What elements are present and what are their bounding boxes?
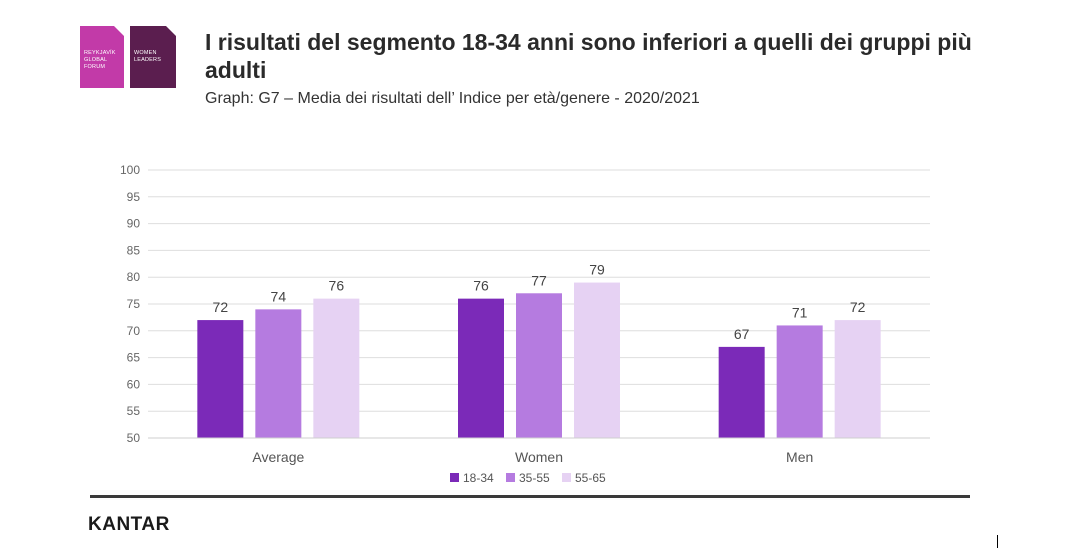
text-cursor: [997, 535, 998, 548]
y-tick-label: 95: [127, 190, 141, 204]
footer-divider: [90, 495, 970, 498]
legend-swatch: [450, 473, 459, 482]
x-tick-label: Men: [786, 449, 813, 465]
reykjavik-global-forum-logo: REYKJAVÍK GLOBAL FORUM: [80, 26, 124, 88]
data-label: 72: [213, 299, 229, 315]
x-tick-label: Average: [252, 449, 304, 465]
y-tick-label: 85: [127, 243, 141, 257]
y-tick-label: 100: [120, 163, 140, 177]
legend-swatch: [506, 473, 515, 482]
bar: [718, 346, 765, 438]
legend-label: 35-55: [519, 471, 550, 485]
data-label: 76: [329, 278, 345, 294]
legend-label: 18-34: [463, 471, 494, 485]
forum-logo: REYKJAVÍK GLOBAL FORUM WOMEN LEADERS: [80, 26, 176, 90]
y-tick-label: 90: [127, 217, 141, 231]
data-label: 74: [271, 288, 287, 304]
y-tick-label: 75: [127, 297, 141, 311]
data-label: 77: [531, 272, 547, 288]
data-label: 76: [473, 278, 489, 294]
legend-swatch: [562, 473, 571, 482]
y-tick-label: 60: [127, 377, 141, 391]
page-title: I risultati del segmento 18-34 anni sono…: [205, 29, 972, 83]
data-label: 71: [792, 304, 808, 320]
logo-right-text: WOMEN LEADERS: [134, 50, 162, 63]
y-tick-label: 50: [127, 431, 141, 445]
y-tick-label: 70: [127, 324, 141, 338]
women-leaders-logo: WOMEN LEADERS: [130, 26, 176, 88]
y-tick-label: 65: [127, 351, 141, 365]
bar: [574, 282, 620, 438]
bar-chart: 50 55 60 65 70 75 80 85 90 95 100 72 74 76 Average 76 77…: [120, 163, 930, 485]
data-label: 67: [734, 326, 750, 342]
bar: [197, 320, 244, 438]
data-label: 79: [589, 262, 605, 278]
y-tick-label: 80: [127, 270, 141, 284]
bar: [516, 293, 562, 438]
bar: [834, 320, 881, 438]
logo-left-text: REYKJAVÍK GLOBAL FORUM: [84, 50, 116, 70]
y-tick-label: 55: [127, 404, 141, 418]
bar: [458, 298, 504, 438]
x-tick-label: Women: [515, 449, 563, 465]
data-label: 72: [850, 299, 866, 315]
bar: [313, 298, 360, 438]
page-subtitle: Graph: G7 – Media dei risultati dell’ In…: [205, 90, 700, 107]
legend-label: 55-65: [575, 471, 606, 485]
bar: [255, 309, 302, 438]
kantar-logo: KANTAR: [88, 514, 170, 535]
bar: [776, 325, 823, 438]
